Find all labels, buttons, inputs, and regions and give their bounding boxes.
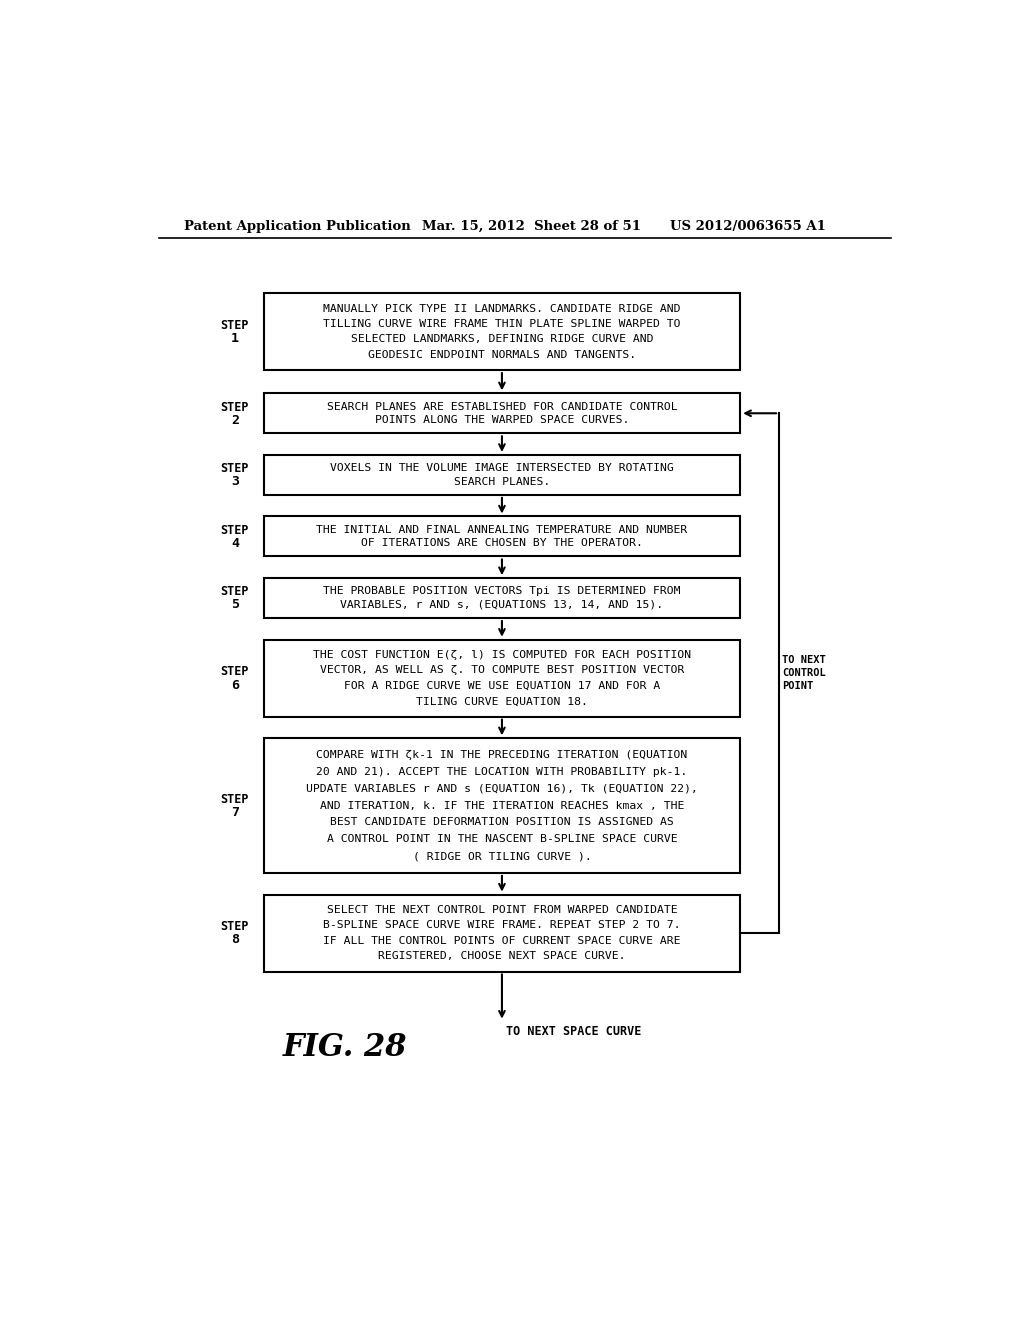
Text: ( RIDGE OR TILING CURVE ).: ( RIDGE OR TILING CURVE ). [413,851,591,861]
Text: 3: 3 [231,475,239,488]
Text: STEP: STEP [221,400,249,413]
Text: STEP: STEP [221,920,249,933]
Bar [263,640,740,717]
Text: 6: 6 [231,678,239,692]
Bar [263,895,740,972]
Bar [263,516,740,557]
Text: STEP: STEP [221,665,249,678]
Text: VECTOR, AS WELL AS ζ. TO COMPUTE BEST POSITION VECTOR: VECTOR, AS WELL AS ζ. TO COMPUTE BEST PO… [319,665,684,676]
Text: OF ITERATIONS ARE CHOSEN BY THE OPERATOR.: OF ITERATIONS ARE CHOSEN BY THE OPERATOR… [361,539,643,548]
Text: 8: 8 [231,933,239,946]
Text: AND ITERATION, k. IF THE ITERATION REACHES kmax , THE: AND ITERATION, k. IF THE ITERATION REACH… [319,801,684,810]
Text: FOR A RIDGE CURVE WE USE EQUATION 17 AND FOR A: FOR A RIDGE CURVE WE USE EQUATION 17 AND… [344,681,660,690]
Text: 7: 7 [231,807,239,818]
Text: THE PROBABLE POSITION VECTORS Tpi IS DETERMINED FROM: THE PROBABLE POSITION VECTORS Tpi IS DET… [324,586,681,597]
Text: TO NEXT SPACE CURVE: TO NEXT SPACE CURVE [506,1026,641,1039]
Text: US 2012/0063655 A1: US 2012/0063655 A1 [671,219,826,232]
Text: STEP: STEP [221,524,249,537]
Text: 1: 1 [231,333,239,345]
Text: STEP: STEP [221,319,249,333]
Text: 2: 2 [231,413,239,426]
Text: THE COST FUNCTION E(ζ, l) IS COMPUTED FOR EACH POSITION: THE COST FUNCTION E(ζ, l) IS COMPUTED FO… [313,649,691,660]
Text: TILING CURVE EQUATION 18.: TILING CURVE EQUATION 18. [416,696,588,706]
Text: STEP: STEP [221,793,249,807]
Text: B-SPLINE SPACE CURVE WIRE FRAME. REPEAT STEP 2 TO 7.: B-SPLINE SPACE CURVE WIRE FRAME. REPEAT … [324,920,681,931]
Text: MANUALLY PICK TYPE II LANDMARKS. CANDIDATE RIDGE AND: MANUALLY PICK TYPE II LANDMARKS. CANDIDA… [324,304,681,314]
Text: Patent Application Publication: Patent Application Publication [183,219,411,232]
Bar [263,578,740,618]
Text: GEODESIC ENDPOINT NORMALS AND TANGENTS.: GEODESIC ENDPOINT NORMALS AND TANGENTS. [368,350,636,360]
Text: 4: 4 [231,537,239,550]
Text: IF ALL THE CONTROL POINTS OF CURRENT SPACE CURVE ARE: IF ALL THE CONTROL POINTS OF CURRENT SPA… [324,936,681,945]
Text: UPDATE VARIABLES r AND s (EQUATION 16), Tk (EQUATION 22),: UPDATE VARIABLES r AND s (EQUATION 16), … [306,784,698,793]
Text: REGISTERED, CHOOSE NEXT SPACE CURVE.: REGISTERED, CHOOSE NEXT SPACE CURVE. [378,952,626,961]
Text: TO NEXT
CONTROL
POINT: TO NEXT CONTROL POINT [782,655,825,692]
Text: STEP: STEP [221,585,249,598]
Bar [263,293,740,370]
Text: A CONTROL POINT IN THE NASCENT B-SPLINE SPACE CURVE: A CONTROL POINT IN THE NASCENT B-SPLINE … [327,834,677,845]
Text: 20 AND 21). ACCEPT THE LOCATION WITH PROBABILITY pk-1.: 20 AND 21). ACCEPT THE LOCATION WITH PRO… [316,767,687,777]
Text: THE INITIAL AND FINAL ANNEALING TEMPERATURE AND NUMBER: THE INITIAL AND FINAL ANNEALING TEMPERAT… [316,525,687,535]
Text: BEST CANDIDATE DEFORMATION POSITION IS ASSIGNED AS: BEST CANDIDATE DEFORMATION POSITION IS A… [330,817,674,828]
Text: Mar. 15, 2012  Sheet 28 of 51: Mar. 15, 2012 Sheet 28 of 51 [423,219,641,232]
Text: 5: 5 [231,598,239,611]
Text: POINTS ALONG THE WARPED SPACE CURVES.: POINTS ALONG THE WARPED SPACE CURVES. [375,414,629,425]
Text: STEP: STEP [221,462,249,475]
Text: VOXELS IN THE VOLUME IMAGE INTERSECTED BY ROTATING: VOXELS IN THE VOLUME IMAGE INTERSECTED B… [330,463,674,473]
Text: SEARCH PLANES ARE ESTABLISHED FOR CANDIDATE CONTROL: SEARCH PLANES ARE ESTABLISHED FOR CANDID… [327,401,677,412]
Text: VARIABLES, r AND s, (EQUATIONS 13, 14, AND 15).: VARIABLES, r AND s, (EQUATIONS 13, 14, A… [340,599,664,610]
Text: COMPARE WITH ζk-1 IN THE PRECEDING ITERATION (EQUATION: COMPARE WITH ζk-1 IN THE PRECEDING ITERA… [316,750,687,760]
Text: SEARCH PLANES.: SEARCH PLANES. [454,477,550,487]
Text: SELECTED LANDMARKS, DEFINING RIDGE CURVE AND: SELECTED LANDMARKS, DEFINING RIDGE CURVE… [350,334,653,345]
Bar [263,393,740,433]
Text: TILLING CURVE WIRE FRAME THIN PLATE SPLINE WARPED TO: TILLING CURVE WIRE FRAME THIN PLATE SPLI… [324,319,681,329]
Text: FIG. 28: FIG. 28 [283,1032,408,1063]
Bar [263,455,740,495]
Bar [263,738,740,873]
Text: SELECT THE NEXT CONTROL POINT FROM WARPED CANDIDATE: SELECT THE NEXT CONTROL POINT FROM WARPE… [327,906,677,915]
